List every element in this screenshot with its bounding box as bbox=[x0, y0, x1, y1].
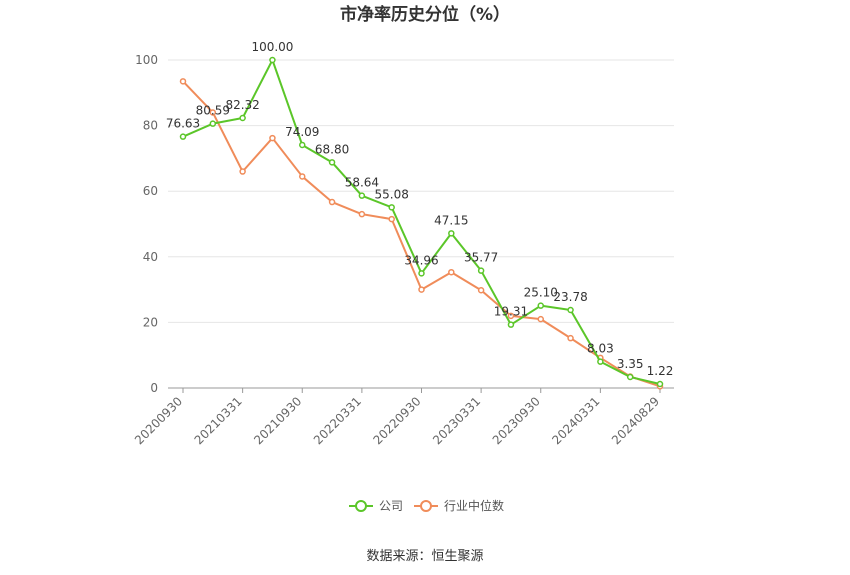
x-tick-label: 20200930 bbox=[132, 394, 185, 447]
x-tick-label: 20210930 bbox=[251, 394, 304, 447]
x-tick-label: 20220930 bbox=[371, 394, 424, 447]
company-point bbox=[626, 373, 634, 381]
industry-point bbox=[358, 210, 366, 218]
y-tick-label: 60 bbox=[143, 184, 158, 198]
company-point bbox=[269, 56, 276, 64]
y-tick-label: 20 bbox=[143, 315, 158, 329]
company-point bbox=[418, 270, 425, 277]
industry-point bbox=[209, 109, 217, 116]
x-tick-label: 20240331 bbox=[549, 394, 602, 447]
data-label: 55.08 bbox=[375, 187, 409, 201]
data-label: 80.59 bbox=[196, 104, 230, 118]
data-label: 76.63 bbox=[166, 117, 200, 131]
company-point bbox=[448, 230, 455, 237]
data-label: 23.78 bbox=[553, 290, 587, 304]
company-point bbox=[358, 192, 366, 199]
x-tick-label: 20210331 bbox=[192, 394, 245, 447]
legend-industry-median[interactable]: 行业中位数 bbox=[414, 498, 504, 513]
company-point bbox=[507, 321, 515, 328]
data-label: 82.32 bbox=[225, 98, 259, 112]
data-label: 47.15 bbox=[434, 213, 468, 227]
data-source: 数据来源：恒生聚源 bbox=[366, 549, 483, 564]
data-label: 3.35 bbox=[617, 357, 644, 371]
industry-point bbox=[448, 268, 455, 276]
industry-point bbox=[239, 168, 246, 175]
data-label: 100.00 bbox=[251, 40, 293, 54]
x-tick-label: 20240829 bbox=[609, 394, 662, 447]
industry-point bbox=[269, 134, 276, 142]
company-point bbox=[388, 204, 395, 211]
company-point bbox=[299, 141, 306, 149]
grid-lines bbox=[168, 59, 674, 323]
industry-point bbox=[507, 312, 515, 320]
company-point bbox=[656, 380, 664, 388]
company-point bbox=[567, 306, 574, 314]
company-point bbox=[477, 267, 485, 274]
company-point bbox=[179, 133, 187, 140]
x-tick-label: 20230331 bbox=[430, 394, 483, 447]
legend-marker bbox=[420, 500, 432, 512]
y-tick-label: 80 bbox=[143, 119, 158, 133]
company-point bbox=[537, 302, 544, 309]
industry-point bbox=[477, 287, 485, 294]
data-label: 74.09 bbox=[285, 125, 319, 139]
legend-marker bbox=[355, 500, 367, 512]
data-label: 68.80 bbox=[315, 142, 349, 156]
industry-point bbox=[567, 334, 574, 342]
company-point bbox=[239, 114, 246, 122]
series-lines bbox=[179, 56, 664, 390]
data-label: 19.31 bbox=[494, 305, 528, 319]
chart-title: 市净率历史分位（%） bbox=[340, 4, 510, 25]
industry-point bbox=[418, 286, 425, 293]
y-tick-label: 100 bbox=[135, 53, 158, 67]
x-tick-label: 20220331 bbox=[311, 394, 364, 447]
y-tick-label: 0 bbox=[150, 381, 158, 395]
data-label: 58.64 bbox=[345, 176, 379, 190]
legend-label: 行业中位数 bbox=[444, 498, 504, 513]
y-tick-label: 40 bbox=[143, 250, 158, 264]
company-point bbox=[209, 120, 217, 127]
industry-point bbox=[388, 215, 395, 223]
legend[interactable]: 公司 行业中位数 bbox=[349, 498, 504, 513]
industry-point bbox=[179, 78, 187, 85]
data-label: 34.96 bbox=[404, 253, 438, 267]
company-point bbox=[597, 358, 604, 365]
data-label: 1.22 bbox=[647, 364, 674, 378]
company-point bbox=[328, 159, 336, 166]
legend-label: 公司 bbox=[379, 499, 403, 513]
data-label: 25.10 bbox=[524, 286, 558, 300]
industry-point bbox=[328, 198, 336, 206]
industry-point bbox=[537, 315, 544, 323]
data-label: 35.77 bbox=[464, 251, 498, 265]
legend-company[interactable]: 公司 bbox=[349, 499, 403, 513]
data-label: 8.03 bbox=[587, 342, 614, 356]
industry-point bbox=[299, 173, 306, 180]
x-tick-label: 20230930 bbox=[490, 394, 543, 447]
